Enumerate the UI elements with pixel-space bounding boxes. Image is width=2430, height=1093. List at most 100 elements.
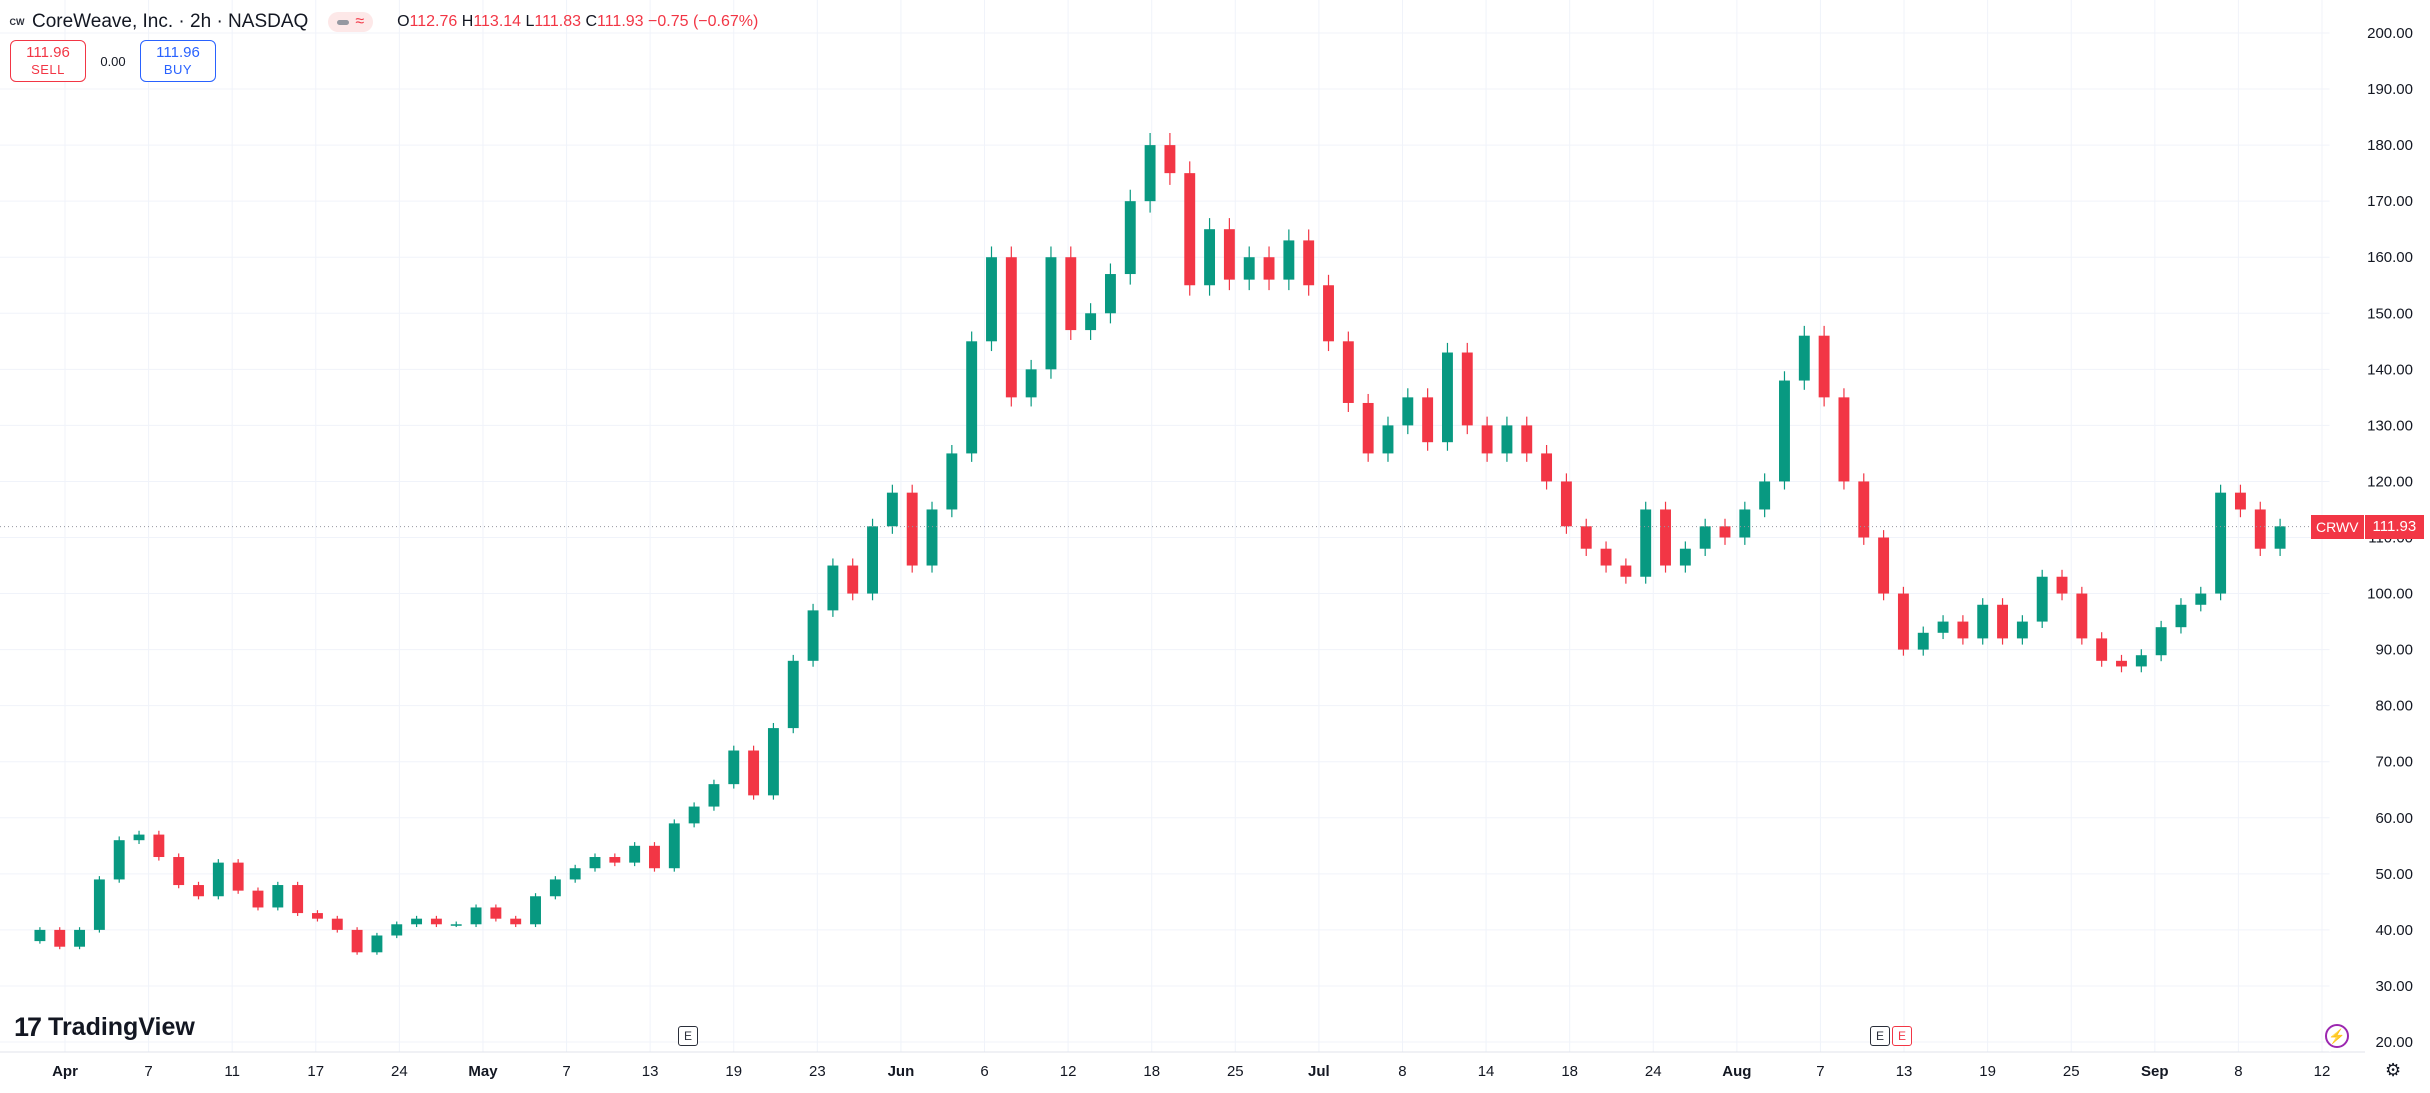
candle-body xyxy=(1283,240,1295,280)
candle-body xyxy=(1620,565,1632,577)
candle-body xyxy=(232,862,244,891)
ohlc-readout: O112.76 H113.14 L111.83 C111.93 −0.75 (−… xyxy=(397,13,758,31)
candle-body xyxy=(1739,509,1751,538)
buy-button[interactable]: 111.96 BUY xyxy=(140,40,216,82)
x-tick-label: Jun xyxy=(888,1063,915,1080)
x-tick-label: 7 xyxy=(144,1063,152,1080)
candle-body xyxy=(668,823,680,869)
x-tick-label: 11 xyxy=(224,1063,240,1080)
candle-body xyxy=(93,879,105,930)
candle-body xyxy=(292,885,304,914)
candle-body xyxy=(728,750,740,785)
symbol-title[interactable]: CoreWeave, Inc. · 2h · NASDAQ xyxy=(32,11,309,32)
high-value: 113.14 xyxy=(473,13,522,30)
candle-body xyxy=(1422,397,1434,443)
candle-body xyxy=(1204,229,1216,286)
x-tick-label: 7 xyxy=(1816,1063,1824,1080)
candle-body xyxy=(1342,341,1354,403)
candle-body xyxy=(2096,638,2108,661)
y-tick-label: 120.00 xyxy=(2367,473,2413,490)
candle-body xyxy=(748,750,760,796)
y-tick-label: 170.00 xyxy=(2367,193,2413,210)
candle-body xyxy=(331,918,343,930)
change-value: −0.75 (−0.67%) xyxy=(648,13,759,30)
x-tick-label: 14 xyxy=(1478,1063,1495,1080)
candle-body xyxy=(74,929,86,947)
y-tick-label: 160.00 xyxy=(2367,249,2413,266)
x-tick-label: 7 xyxy=(562,1063,570,1080)
y-tick-label: 40.00 xyxy=(2375,922,2413,939)
candle-body xyxy=(272,885,284,908)
candle-body xyxy=(2234,492,2246,510)
candle-body xyxy=(2195,593,2207,605)
y-tick-label: 70.00 xyxy=(2375,754,2413,771)
chart-header: CW CoreWeave, Inc. · 2h · NASDAQ ≈ O112.… xyxy=(10,10,758,34)
candle-body xyxy=(609,857,621,863)
x-tick-label: 8 xyxy=(1398,1063,1406,1080)
gear-icon[interactable]: ⚙ xyxy=(2385,1060,2402,1080)
candle-body xyxy=(2215,492,2227,594)
time-axis[interactable]: Apr 7 11 17 24 May 7 13 19 23 Jun 6 12 18 25 Jul 8 14 18 24… xyxy=(52,1063,2330,1080)
candle-body xyxy=(1798,335,1810,381)
sell-label: SELL xyxy=(31,62,65,77)
candle-body xyxy=(1085,313,1097,331)
candle-body xyxy=(569,868,581,880)
candle-body xyxy=(1699,526,1711,549)
candle-body xyxy=(946,453,958,510)
y-tick-label: 50.00 xyxy=(2375,866,2413,883)
candle-body xyxy=(430,918,442,925)
candle-body xyxy=(827,565,839,611)
y-tick-label: 130.00 xyxy=(2367,417,2413,434)
x-tick-label: 24 xyxy=(1645,1063,1662,1080)
x-tick-label: 25 xyxy=(2063,1063,2080,1080)
x-tick-label: 12 xyxy=(1060,1063,1077,1080)
candle-body xyxy=(1818,335,1830,398)
candle-body xyxy=(1858,481,1870,538)
coreweave-logo: CW xyxy=(9,17,25,27)
flash-icon[interactable]: ⚡ xyxy=(2325,1024,2349,1048)
x-tick-label: 13 xyxy=(642,1063,659,1080)
candle-body xyxy=(1243,257,1255,280)
last-price-value: 111.93 xyxy=(2364,514,2425,539)
candle-body xyxy=(867,526,878,594)
candle-body xyxy=(1104,274,1116,314)
y-tick-label: 30.00 xyxy=(2375,978,2413,995)
candle-body xyxy=(1005,257,1017,398)
buy-price: 111.96 xyxy=(156,44,200,61)
candle-body xyxy=(1719,526,1731,538)
candle-body xyxy=(1303,240,1315,286)
x-tick-label: 8 xyxy=(2234,1063,2242,1080)
earnings-event-marker[interactable]: E xyxy=(678,1026,698,1046)
candle-body xyxy=(2254,509,2266,549)
candle-body xyxy=(688,806,700,824)
sell-button[interactable]: 111.96 SELL xyxy=(10,40,86,82)
tradingview-mark-icon: 17 xyxy=(14,1012,42,1042)
candle-body xyxy=(1679,548,1691,566)
price-axis[interactable]: 20.00 30.00 40.00 50.00 60.00 70.00 80.00 90.00… xyxy=(2367,25,2413,1051)
candle-body xyxy=(1442,352,1453,443)
x-tick-label: 18 xyxy=(1561,1063,1578,1080)
candle-body xyxy=(450,924,462,926)
candle-body xyxy=(193,885,204,897)
x-tick-label: 13 xyxy=(1896,1063,1913,1080)
candle-body xyxy=(54,929,66,947)
indicator-toggle[interactable]: ≈ xyxy=(328,12,374,32)
candle-body xyxy=(2116,660,2127,667)
candle-body xyxy=(1660,509,1671,566)
candle-body xyxy=(629,845,641,863)
earnings-event-marker[interactable]: E xyxy=(1870,1026,1890,1046)
x-tick-label: 12 xyxy=(2314,1063,2331,1080)
candle-body xyxy=(1382,425,1394,454)
buy-label: BUY xyxy=(163,62,193,77)
tradingview-logo[interactable]: 17 TradingView xyxy=(14,1012,195,1043)
candle-body xyxy=(173,857,185,886)
candle-body xyxy=(1838,397,1850,482)
x-tick-label: 19 xyxy=(725,1063,742,1080)
candle-body xyxy=(589,857,601,869)
candle-body xyxy=(1560,481,1572,527)
candle-body xyxy=(1025,369,1037,398)
candle-body xyxy=(133,834,145,841)
earnings-event-marker[interactable]: E xyxy=(1892,1026,1912,1046)
candle-body xyxy=(1997,604,2008,639)
